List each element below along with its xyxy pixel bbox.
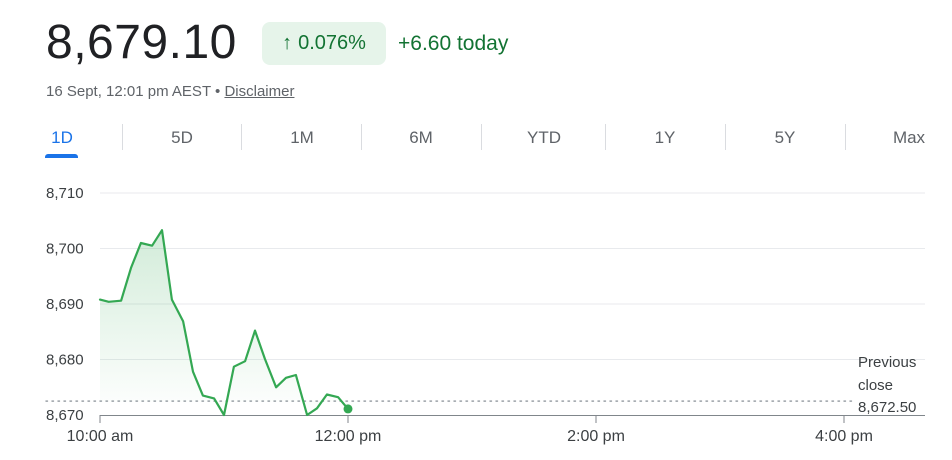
previous-close-label-line1: Previous <box>858 354 916 371</box>
tab-divider <box>361 124 362 150</box>
tab-ytd[interactable]: YTD <box>527 128 561 147</box>
price-line <box>98 229 350 417</box>
gridlines <box>100 192 925 360</box>
separator-dot: • <box>215 83 221 100</box>
x-tick-label: 2:00 pm <box>567 428 625 445</box>
price-area-fill <box>100 230 348 415</box>
previous-close-label: Previous close 8,672.50 <box>858 354 916 416</box>
tab-1y[interactable]: 1Y <box>654 128 676 147</box>
current-price: 8,679.10 <box>46 16 237 69</box>
x-axis: 10:00 am 12:00 pm 2:00 pm 4:00 pm <box>67 415 925 445</box>
tab-max[interactable]: Max <box>892 128 926 147</box>
previous-close-label-line2: close <box>858 377 893 394</box>
tab-5d[interactable]: 5D <box>171 128 193 147</box>
tab-divider <box>605 124 606 150</box>
active-tab-indicator <box>45 154 78 158</box>
y-tick-label: 8,680 <box>46 352 84 369</box>
arrow-up-icon: ↑ <box>282 32 293 54</box>
timestamp: 16 Sept, 12:01 pm AEST <box>46 83 211 100</box>
latest-price-dot <box>343 404 353 414</box>
y-tick-label: 8,670 <box>46 407 84 424</box>
y-axis-labels: 8,670 8,680 8,690 8,700 8,710 <box>46 185 84 424</box>
time-range-tabs: 1D 5D 1M 6M YTD 1Y 5Y Max <box>0 118 952 160</box>
x-tick-label: 4:00 pm <box>815 428 873 445</box>
previous-close-value: 8,672.50 <box>858 399 916 416</box>
y-tick-label: 8,700 <box>46 241 84 258</box>
y-tick-label: 8,710 <box>46 185 84 202</box>
tab-6m[interactable]: 6M <box>409 128 433 147</box>
price-timestamp-row: 16 Sept, 12:01 pm AEST • Disclaimer <box>46 82 294 102</box>
change-today: +6.60 today <box>398 32 509 55</box>
tab-divider <box>241 124 242 150</box>
tab-1d[interactable]: 1D <box>51 128 73 147</box>
tab-divider <box>725 124 726 150</box>
percent-change-badge: ↑ 0.076% <box>262 22 386 65</box>
percent-change-value: 0.076% <box>298 32 366 54</box>
price-series <box>98 229 353 417</box>
tab-divider <box>481 124 482 150</box>
tab-divider <box>122 124 123 150</box>
y-tick-label: 8,690 <box>46 296 84 313</box>
tab-divider <box>845 124 846 150</box>
tab-5y[interactable]: 5Y <box>774 128 796 147</box>
x-tick-label: 12:00 pm <box>315 428 382 445</box>
x-tick-label: 10:00 am <box>67 428 134 445</box>
tab-1m[interactable]: 1M <box>290 128 314 147</box>
disclaimer-link[interactable]: Disclaimer <box>224 83 295 100</box>
